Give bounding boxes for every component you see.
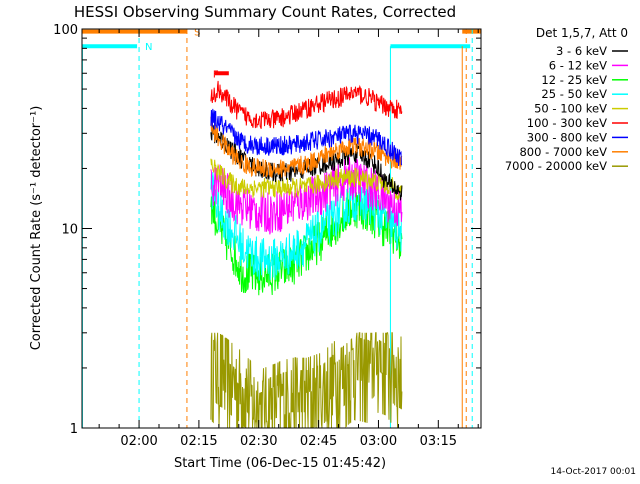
legend-label: 12 - 25 keV (541, 73, 607, 87)
series-line-8 (210, 332, 403, 429)
series-line-5 (210, 80, 403, 129)
plot-area: S N F 02:00 02:15 02:30 02:45 03:00 03:15 1 10 100 (53, 23, 482, 449)
legend-label: 6 - 12 keV (549, 58, 607, 72)
series-line-3 (210, 171, 403, 281)
y-tick-label: 10 (61, 223, 78, 238)
x-tick-label: 03:00 (360, 434, 397, 449)
legend-label: 50 - 100 keV (534, 102, 607, 116)
x-tick-label: 02:45 (300, 434, 337, 449)
legend-label: 3 - 6 keV (556, 44, 607, 58)
y-axis-label-text: Corrected Count Rate (s⁻¹ detector⁻¹) (29, 106, 44, 351)
y-tick-label: 100 (53, 23, 78, 38)
series-line-4 (210, 158, 403, 201)
x-tick-label: 02:00 (120, 434, 157, 449)
x-tick-label: 02:30 (240, 434, 277, 449)
chart-title: HESSI Observing Summary Count Rates, Cor… (74, 3, 456, 21)
flag-label-s: S (194, 28, 200, 39)
x-tick-label: 03:15 (420, 434, 457, 449)
legend-label: 300 - 800 keV (527, 130, 607, 144)
timestamp: 14-Oct-2017 00:01 (551, 467, 636, 477)
y-axis-label: Corrected Count Rate (s⁻¹ detector⁻¹) (29, 106, 44, 351)
y-tick-label: 1 (70, 422, 78, 437)
x-tick-label: 02:15 (180, 434, 217, 449)
x-axis-label: Start Time (06-Dec-15 01:45:42) (174, 456, 386, 471)
flag-label-n: N (145, 42, 152, 53)
flag-label-f: F (213, 69, 219, 80)
legend-header: Det 1,5,7, Att 0 (536, 26, 628, 40)
series-line-6 (210, 108, 403, 167)
legend-label: 25 - 50 keV (541, 87, 607, 101)
legend-label: 100 - 300 keV (527, 116, 607, 130)
legend-label: 7000 - 20000 keV (505, 159, 607, 173)
legend-label: 800 - 7000 keV (519, 145, 607, 159)
